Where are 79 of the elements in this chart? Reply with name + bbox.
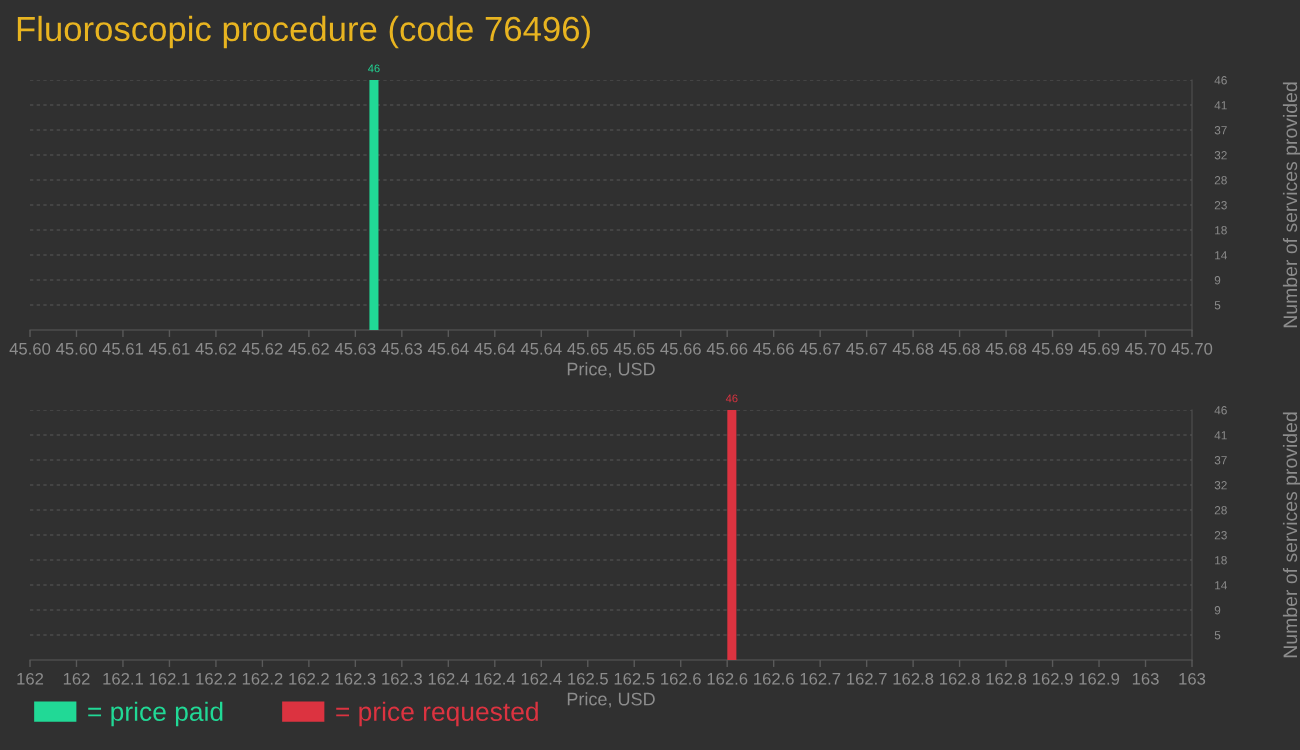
x-tick-label: 45.70	[1125, 342, 1166, 355]
x-tick-label: 45.68	[939, 342, 980, 355]
x-tick-label: 162.8	[893, 672, 934, 685]
x-tick-label: 45.62	[288, 342, 329, 355]
x-tick-label: 162.3	[382, 672, 422, 685]
x-tick-label: 45.64	[427, 342, 469, 355]
y-tick-label: 41	[1214, 431, 1227, 440]
x-tick-label: 45.68	[985, 342, 1027, 355]
y-tick-label: 46	[1214, 76, 1227, 85]
y-tick-label: 9	[1214, 276, 1221, 285]
x-tick-label: 162.9	[1079, 672, 1120, 685]
x-tick-label: 45.69	[1078, 342, 1120, 355]
x-tick-label: 45.65	[567, 342, 608, 355]
x-tick-label: 162.5	[614, 672, 655, 685]
x-tick-label: 45.66	[706, 342, 748, 355]
x-tick-label: 162.3	[335, 672, 376, 685]
x-tick-label: 162.2	[196, 672, 236, 685]
y-tick-label: 5	[1214, 301, 1221, 310]
x-tick-label: 45.63	[334, 342, 376, 355]
x-tick-label: 162.4	[428, 672, 469, 685]
y-tick-label: 37	[1214, 456, 1227, 465]
x-tick-label: 45.62	[241, 342, 283, 355]
x-tick-label: 162.8	[940, 672, 980, 685]
y-tick-label: 37	[1214, 126, 1227, 135]
x-tick-label: 163	[1179, 672, 1206, 685]
x-tick-label: 45.66	[753, 342, 794, 355]
y-tick-label: 28	[1214, 506, 1227, 515]
legend-label: = price requested	[336, 701, 538, 727]
y-tick-label: 41	[1214, 101, 1227, 110]
x-tick-label: 162.2	[289, 672, 329, 685]
x-tick-label: 162.7	[847, 672, 887, 685]
x-tick-label: 45.68	[892, 342, 934, 355]
x-tick-label: 162.6	[707, 672, 748, 685]
x-tick-label: 162.1	[103, 672, 143, 685]
x-tick-label: 162	[17, 672, 44, 685]
y-tick-label: 18	[1215, 226, 1227, 235]
data-label: 46	[368, 64, 380, 73]
x-tick-label: 162.2	[242, 672, 283, 685]
x-tick-label: 162.4	[475, 672, 516, 685]
y-tick-label: 5	[1214, 631, 1221, 640]
x-tick-label: 45.63	[381, 342, 422, 355]
x-tick-label: 45.61	[102, 342, 143, 355]
x-tick-label: 45.65	[613, 342, 655, 355]
x-tick-label: 162.4	[521, 672, 562, 685]
x-tick-label: 162.7	[800, 672, 841, 685]
x-tick-label: 45.64	[520, 342, 562, 355]
x-tick-label: 45.60	[56, 342, 97, 355]
x-tick-label: 162.1	[149, 672, 190, 685]
x-tick-label: 162	[63, 672, 90, 685]
y-tick-label: 14	[1215, 581, 1228, 590]
legend-label: = price paid	[88, 701, 223, 727]
chart-title: Fluoroscopic procedure (code 76496)	[17, 15, 590, 49]
x-tick-label: 162.8	[986, 672, 1027, 685]
x-tick-label: 45.60	[9, 342, 51, 355]
y-tick-label: 23	[1214, 531, 1227, 540]
x-tick-label: 45.61	[148, 342, 190, 355]
x-tick-label: 162.9	[1032, 672, 1073, 685]
y-tick-label: 23	[1214, 201, 1227, 210]
x-tick-label: 45.69	[1032, 342, 1073, 355]
x-axis-title: Price, USD	[567, 692, 655, 708]
y-tick-label: 28	[1214, 176, 1227, 185]
x-tick-label: 162.6	[661, 672, 701, 685]
x-tick-label: 45.64	[474, 342, 516, 355]
x-tick-label: 163	[1132, 672, 1159, 685]
y-tick-label: 32	[1214, 481, 1227, 490]
y-tick-label: 9	[1214, 606, 1221, 615]
x-tick-label: 162.6	[754, 672, 794, 685]
x-tick-label: 45.67	[846, 342, 887, 355]
y-tick-label: 18	[1215, 556, 1227, 565]
x-axis-title: Price, USD	[567, 362, 655, 378]
x-tick-label: 45.70	[1171, 342, 1213, 355]
x-tick-label: 45.67	[799, 342, 841, 355]
x-tick-label: 45.66	[660, 342, 701, 355]
data-label: 46	[725, 394, 738, 403]
x-tick-label: 45.62	[195, 342, 236, 355]
y-tick-label: 32	[1214, 151, 1227, 160]
y-tick-label: 46	[1214, 406, 1227, 415]
y-tick-label: 14	[1215, 251, 1228, 260]
x-tick-label: 162.5	[568, 672, 608, 685]
